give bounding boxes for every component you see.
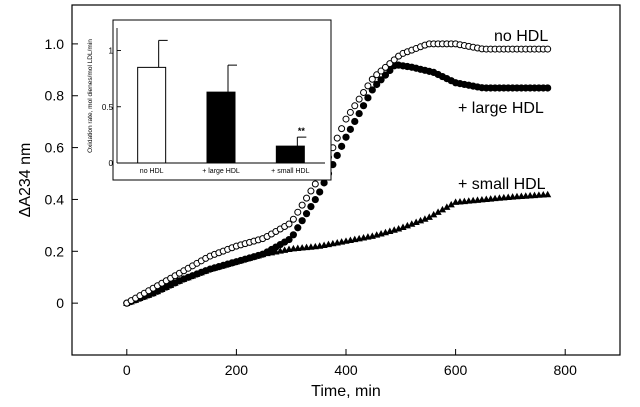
bar bbox=[206, 91, 236, 164]
series-large-hdl bbox=[123, 61, 552, 307]
data-point bbox=[351, 117, 359, 126]
data-point bbox=[289, 215, 297, 223]
data-point bbox=[342, 115, 350, 123]
data-point bbox=[351, 102, 359, 110]
data-point bbox=[373, 80, 381, 89]
y-tick-label: 0.8 bbox=[45, 88, 65, 104]
data-point bbox=[333, 134, 341, 142]
data-point bbox=[386, 60, 394, 68]
data-point bbox=[373, 71, 381, 79]
inset-y-tick-label: 0.5 bbox=[102, 103, 114, 112]
data-point bbox=[544, 45, 552, 53]
series-label-no-hdl: no HDL bbox=[494, 28, 548, 45]
data-point bbox=[421, 215, 429, 222]
data-point bbox=[346, 108, 354, 116]
bar bbox=[275, 145, 305, 164]
data-point bbox=[289, 231, 297, 239]
data-point bbox=[416, 216, 425, 224]
bar bbox=[137, 66, 167, 164]
data-point bbox=[298, 217, 306, 225]
data-point bbox=[381, 63, 389, 71]
data-point bbox=[403, 221, 411, 229]
data-point bbox=[377, 76, 385, 84]
data-point bbox=[302, 210, 311, 218]
bar-no-hdl: no HDL bbox=[137, 39, 168, 175]
inset-y-axis-title: Oxidation rate, mol dienes/mol LDL/min bbox=[87, 39, 94, 153]
x-tick-label: 600 bbox=[444, 362, 468, 378]
y-tick-label: 0 bbox=[56, 295, 64, 311]
x-axis: 0 200 400 600 800 bbox=[123, 349, 577, 378]
data-point bbox=[390, 56, 398, 64]
data-point bbox=[298, 201, 306, 209]
inset-y-tick-label: 0 bbox=[109, 159, 114, 168]
x-tick-label: 0 bbox=[123, 362, 131, 378]
data-point bbox=[346, 125, 354, 133]
data-point bbox=[320, 179, 328, 187]
data-point bbox=[399, 223, 407, 231]
bar-small-hdl: + small HDL ** bbox=[271, 126, 309, 175]
data-point bbox=[438, 205, 447, 213]
data-point bbox=[408, 220, 416, 227]
y-axis-title: ΔA234 nm bbox=[17, 143, 34, 218]
data-point bbox=[338, 125, 346, 133]
series-group bbox=[123, 40, 552, 307]
data-point bbox=[333, 151, 341, 160]
inset-bar-chart: 00.51 Oxidation rate, mol dienes/mol LDL… bbox=[87, 19, 332, 181]
data-point bbox=[412, 218, 420, 226]
inset-bars: no HDL + large HDL + small HDL ** bbox=[137, 39, 310, 175]
x-tick-label: 800 bbox=[554, 362, 578, 378]
data-point bbox=[364, 82, 372, 90]
data-point bbox=[430, 210, 438, 218]
data-point bbox=[342, 133, 350, 141]
data-point bbox=[544, 84, 552, 92]
y-axis: 0 0.2 0.4 0.6 0.8 1.0 bbox=[45, 36, 78, 311]
x-tick-label: 200 bbox=[225, 362, 249, 378]
x-axis-title: Time, min bbox=[311, 383, 381, 400]
data-point bbox=[364, 94, 372, 102]
data-point bbox=[307, 203, 315, 211]
data-point bbox=[338, 142, 346, 150]
data-point bbox=[285, 220, 293, 228]
series-no-hdl bbox=[123, 40, 552, 307]
data-point bbox=[447, 200, 455, 208]
data-point bbox=[425, 213, 433, 220]
y-tick-label: 0.4 bbox=[45, 191, 65, 207]
series-label-large-hdl: + large HDL bbox=[458, 100, 544, 117]
data-point bbox=[311, 195, 319, 204]
data-point bbox=[360, 89, 368, 97]
data-point bbox=[443, 203, 451, 210]
data-point bbox=[285, 235, 293, 244]
inset-y-tick-label: 1 bbox=[109, 47, 114, 56]
y-tick-label: 0.6 bbox=[45, 140, 65, 156]
x-tick-label: 400 bbox=[334, 362, 358, 378]
y-tick-label: 1.0 bbox=[45, 36, 65, 52]
data-point bbox=[316, 188, 324, 196]
bar-large-hdl: + large HDL bbox=[202, 64, 240, 175]
category-label: + small HDL bbox=[271, 168, 309, 175]
data-point bbox=[307, 187, 315, 195]
series-label-small-hdl: + small HDL bbox=[458, 176, 546, 193]
category-label: + large HDL bbox=[202, 168, 240, 175]
inset-y-axis-ticks: 00.51 bbox=[102, 47, 121, 168]
main-plot: 0 0.2 0.4 0.6 0.8 1.0 0 200 400 600 800 Time, min… bbox=[17, 4, 621, 400]
data-point bbox=[377, 67, 385, 75]
significance-annotation: ** bbox=[298, 126, 306, 136]
data-point bbox=[355, 95, 363, 103]
series-small-hdl bbox=[123, 190, 552, 307]
category-label: no HDL bbox=[140, 168, 164, 175]
data-point bbox=[359, 102, 368, 110]
data-point bbox=[355, 109, 363, 118]
data-point bbox=[368, 75, 376, 83]
data-point bbox=[311, 180, 319, 188]
data-point bbox=[294, 224, 302, 232]
data-point bbox=[434, 208, 442, 215]
data-point bbox=[544, 190, 552, 198]
data-point bbox=[303, 194, 311, 202]
y-tick-label: 0.2 bbox=[45, 243, 65, 259]
data-point bbox=[294, 208, 302, 216]
